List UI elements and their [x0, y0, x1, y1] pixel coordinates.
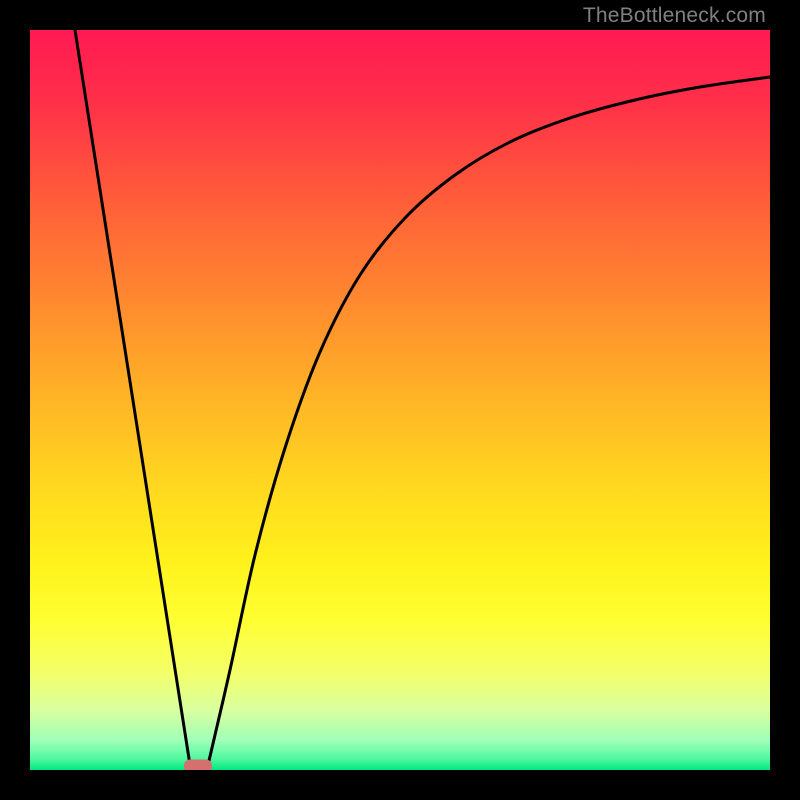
right-ascent-curve	[208, 77, 770, 765]
plot-area	[30, 30, 770, 770]
bottleneck-marker	[184, 760, 212, 771]
left-descent-line	[75, 30, 190, 765]
watermark-text: TheBottleneck.com	[583, 4, 766, 28]
curve-layer	[30, 30, 770, 770]
chart-container: TheBottleneck.com	[0, 0, 800, 800]
